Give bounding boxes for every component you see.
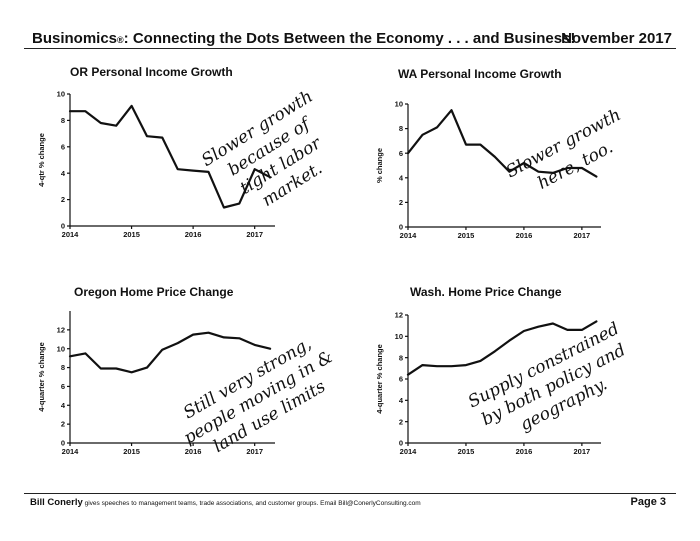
y-tick-label: 8	[399, 353, 403, 362]
y-tick-label: 10	[57, 344, 65, 353]
y-tick-label: 2	[61, 420, 65, 429]
y-tick-label: 8	[399, 124, 403, 133]
author-name: Bill Conerly	[30, 497, 83, 508]
y-tick-label: 6	[399, 375, 403, 384]
y-tick-label: 4	[399, 173, 404, 182]
y-tick-label: 12	[57, 325, 65, 334]
page-header: Businomics®: Connecting the Dots Between…	[24, 14, 676, 48]
y-tick-label: 8	[61, 363, 65, 372]
series-line	[68, 331, 272, 374]
y-tick-label: 6	[61, 382, 65, 391]
or-personal-income-chart: OR Personal Income Growth 0 2 4 6 8 10 2014 2015…	[37, 65, 326, 239]
x-tick-label: 2017	[246, 230, 263, 239]
x-tick-label: 2014	[400, 447, 418, 456]
newsletter-title: Businomics®: Connecting the Dots Between…	[32, 30, 575, 47]
x-tick-label: 2016	[185, 447, 202, 456]
y-tick-label: 0	[399, 223, 403, 232]
y-axis-label: 4-quarter % change	[37, 342, 46, 412]
x-tick-label: 2017	[574, 447, 591, 456]
series-line	[406, 109, 598, 178]
y-axis-label: 4-qtr % change	[37, 133, 46, 187]
y-tick-label: 0	[61, 439, 65, 448]
oregon-home-price-chart: Oregon Home Price Change 0 2 4 6 8 10 12 2014 201…	[37, 285, 336, 457]
footer-divider	[24, 493, 676, 494]
y-tick-label: 2	[399, 417, 403, 426]
y-tick-label: 0	[399, 439, 403, 448]
chart-title: WA Personal Income Growth	[398, 67, 562, 81]
issue-date: November 2017	[561, 30, 672, 47]
footer-description: gives speeches to management teams, trad…	[82, 500, 421, 507]
x-tick-label: 2016	[516, 447, 533, 456]
x-tick-label: 2016	[516, 231, 533, 240]
footer-contact: Bill Conerly gives speeches to managemen…	[30, 497, 421, 508]
y-tick-label: 6	[399, 149, 403, 158]
chart-title: OR Personal Income Growth	[70, 65, 233, 79]
y-tick-label: 4	[61, 169, 66, 178]
registered-mark: ®	[117, 35, 124, 45]
y-tick-label: 8	[61, 116, 65, 125]
x-tick-label: 2014	[62, 230, 80, 239]
x-tick-label: 2015	[123, 230, 140, 239]
y-axis-label: % change	[375, 148, 384, 183]
chart-title: Wash. Home Price Change	[410, 285, 562, 299]
header-divider	[24, 48, 676, 49]
y-tick-label: 12	[395, 311, 403, 320]
y-tick-label: 2	[61, 195, 65, 204]
y-tick-label: 6	[61, 142, 65, 151]
series-line	[406, 320, 598, 376]
y-tick-label: 2	[399, 198, 403, 207]
y-tick-label: 4	[399, 396, 404, 405]
page-number: Page 3	[630, 496, 666, 508]
newsletter-subtitle: : Connecting the Dots Between the Econom…	[123, 30, 576, 47]
x-tick-label: 2014	[400, 231, 418, 240]
wash-home-price-chart: Wash. Home Price Change 0 2 4 6 8 10 12 2014 2015…	[375, 285, 629, 456]
x-tick-label: 2015	[123, 447, 140, 456]
wa-personal-income-chart: WA Personal Income Growth 0 2 4 6 8 10 2014 2015…	[375, 67, 625, 240]
series-line	[68, 104, 272, 209]
x-tick-label: 2015	[458, 447, 475, 456]
x-tick-label: 2014	[62, 447, 80, 456]
y-tick-label: 4	[61, 401, 66, 410]
brand-name: Businomics	[32, 30, 118, 47]
y-tick-label: 0	[61, 222, 65, 231]
y-axis-label: 4-quarter % change	[375, 344, 384, 414]
x-tick-label: 2015	[458, 231, 475, 240]
x-tick-label: 2017	[246, 447, 263, 456]
y-tick-label: 10	[395, 100, 403, 109]
y-tick-label: 10	[395, 332, 403, 341]
x-tick-label: 2016	[185, 230, 202, 239]
chart-title: Oregon Home Price Change	[74, 285, 234, 299]
x-tick-label: 2017	[574, 231, 591, 240]
y-tick-label: 10	[57, 90, 65, 99]
